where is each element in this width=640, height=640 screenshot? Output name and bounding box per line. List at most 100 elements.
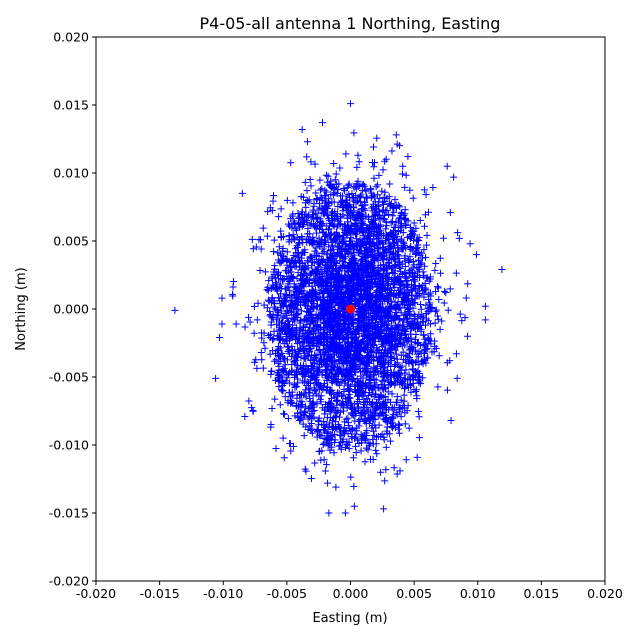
scatter-point (348, 434, 356, 442)
scatter-point (374, 433, 382, 441)
scatter-point (417, 305, 425, 313)
scatter-point (261, 344, 269, 352)
scatter-point (388, 269, 396, 277)
scatter-point (316, 395, 324, 403)
scatter-point (218, 320, 226, 328)
scatter-point (338, 283, 346, 291)
scatter-point (353, 282, 361, 290)
scatter-point (344, 421, 352, 429)
scatter-point (378, 187, 386, 195)
scatter-point (365, 215, 373, 223)
scatter-point (297, 272, 305, 280)
scatter-point (430, 348, 438, 356)
scatter-point (288, 398, 296, 406)
scatter-point (363, 395, 371, 403)
scatter-point (307, 182, 315, 190)
scatter-point (305, 368, 313, 376)
scatter-point (286, 258, 294, 266)
scatter-point (344, 207, 352, 215)
scatter-point (352, 442, 360, 450)
scatter-point (387, 241, 395, 249)
scatter-point (412, 321, 420, 329)
scatter-point (390, 290, 398, 298)
scatter-point (317, 265, 325, 273)
scatter-point (458, 317, 466, 325)
scatter-point (336, 365, 344, 373)
scatter-point (392, 312, 400, 320)
scatter-point (316, 204, 324, 212)
scatter-point (274, 312, 282, 320)
scatter-point (322, 323, 330, 331)
scatter-point (288, 263, 296, 271)
scatter-point (292, 349, 300, 357)
scatter-point (245, 313, 253, 321)
scatter-point (359, 180, 367, 188)
scatter-point (382, 305, 390, 313)
scatter-point (361, 237, 369, 245)
scatter-point (311, 317, 319, 325)
scatter-point (417, 327, 425, 335)
scatter-point (319, 358, 327, 366)
scatter-point (394, 273, 402, 281)
scatter-point (323, 316, 331, 324)
scatter-point (364, 299, 372, 307)
scatter-point (256, 267, 264, 275)
scatter-point (274, 249, 282, 257)
scatter-point (338, 248, 346, 256)
scatter-point (277, 250, 285, 258)
scatter-point (335, 423, 343, 431)
scatter-point (383, 232, 391, 240)
scatter-point (389, 234, 397, 242)
scatter-point (320, 293, 328, 301)
scatter-point (390, 328, 398, 336)
scatter-point (350, 502, 358, 510)
scatter-point (384, 320, 392, 328)
scatter-point (302, 315, 310, 323)
scatter-point (317, 392, 325, 400)
scatter-point (350, 264, 358, 272)
scatter-point (352, 182, 360, 190)
scatter-point (285, 238, 293, 246)
scatter-point (251, 358, 259, 366)
scatter-point (369, 416, 377, 424)
scatter-point (361, 307, 369, 315)
scatter-point (322, 205, 330, 213)
scatter-point (391, 255, 399, 263)
scatter-point (374, 231, 382, 239)
scatter-point (373, 271, 381, 279)
scatter-point (300, 338, 308, 346)
scatter-point (295, 348, 303, 356)
scatter-point (264, 296, 272, 304)
scatter-point (399, 162, 407, 170)
scatter-point (362, 285, 370, 293)
scatter-point (293, 402, 301, 410)
scatter-point (352, 433, 360, 441)
scatter-point (285, 308, 293, 316)
scatter-point (229, 283, 237, 291)
scatter-point (289, 325, 297, 333)
scatter-point (253, 316, 261, 324)
scatter-point (335, 424, 343, 432)
scatter-point (370, 253, 378, 261)
scatter-point (341, 418, 349, 426)
scatter-point (362, 383, 370, 391)
scatter-point (291, 354, 299, 362)
scatter-point (339, 376, 347, 384)
scatter-point (331, 375, 339, 383)
scatter-point (307, 379, 315, 387)
scatter-point (297, 211, 305, 219)
scatter-point (252, 243, 260, 251)
scatter-point (415, 266, 423, 274)
scatter-point (379, 166, 387, 174)
scatter-point (305, 404, 313, 412)
scatter-point (310, 220, 318, 228)
scatter-point (412, 244, 420, 252)
scatter-point (290, 304, 298, 312)
scatter-point (306, 239, 314, 247)
scatter-point (326, 342, 334, 350)
scatter-point (407, 243, 415, 251)
scatter-point (319, 440, 327, 448)
scatter-point (394, 226, 402, 234)
scatter-point (359, 242, 367, 250)
scatter-point (342, 196, 350, 204)
